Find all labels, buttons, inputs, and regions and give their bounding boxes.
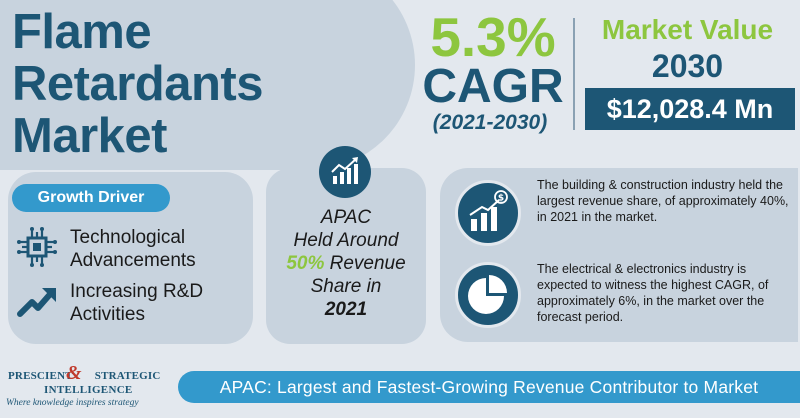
logo-tagline: Where knowledge inspires strategy	[6, 398, 139, 408]
market-value-amount: $12,028.4 Mn	[606, 94, 774, 124]
driver-2-line-1: Increasing R&D	[70, 281, 204, 302]
header-divider	[573, 18, 575, 130]
apac-year: 2021	[324, 299, 368, 320]
footer-bar	[178, 371, 800, 403]
driver-1-line-1: Technological	[70, 227, 186, 248]
driver-1-line-2: Advancements	[70, 250, 196, 271]
apac-share: 50%	[286, 253, 325, 274]
driver-technological: Technological Advancements	[70, 226, 196, 272]
trend-arrow-icon	[16, 280, 58, 322]
apac-line-1: APAC	[320, 207, 372, 228]
market-value-title: Market Value	[601, 14, 774, 45]
logo-ampersand: &	[66, 362, 82, 384]
apac-line-4: Share in	[310, 276, 382, 297]
growth-chart-icon	[319, 146, 371, 198]
apac-line-2: Held Around	[293, 230, 399, 251]
pie-chart-icon	[455, 262, 521, 328]
title-line-1: Flame	[12, 5, 152, 59]
bar-chart-dollar-icon: $	[455, 180, 521, 246]
market-value-box	[585, 88, 795, 130]
market-value-year: 2030	[651, 48, 724, 84]
cagr-label: CAGR	[422, 60, 564, 113]
driver-2-line-2: Activities	[70, 304, 145, 325]
apac-revenue-word: Revenue	[324, 253, 406, 274]
logo-line-1: PRESCIENT STRATEGIC	[8, 370, 178, 382]
apac-line-3: 50% Revenue	[266, 252, 426, 275]
fact-electrical-electronics: The electrical & electronics industry is…	[537, 262, 769, 324]
logo-word-strategic: STRATEGIC	[94, 370, 161, 382]
logo-word-prescient: PRESCIENT	[8, 370, 73, 382]
driver-rnd: Increasing R&D Activities	[70, 280, 203, 326]
title-line-2: Retardants	[12, 57, 263, 111]
page-title: Flame Retardants Market	[12, 6, 412, 162]
fact-building-construction: The building & construction industry hel…	[537, 178, 789, 224]
cagr-period: (2021-2030)	[432, 111, 548, 134]
growth-driver-badge: Growth Driver	[12, 184, 170, 212]
apac-statement: APAC Held Around 50% Revenue Share in 20…	[266, 206, 426, 321]
cagr-value: 5.3%	[430, 6, 556, 68]
title-line-3: Market	[12, 109, 167, 163]
footer-text: APAC: Largest and Fastest-Growing Revenu…	[219, 377, 759, 397]
logo-line-2: INTELLIGENCE	[44, 384, 133, 396]
svg-text:$: $	[498, 194, 504, 204]
title-background	[0, 0, 415, 170]
circuit-chip-icon	[16, 226, 58, 268]
